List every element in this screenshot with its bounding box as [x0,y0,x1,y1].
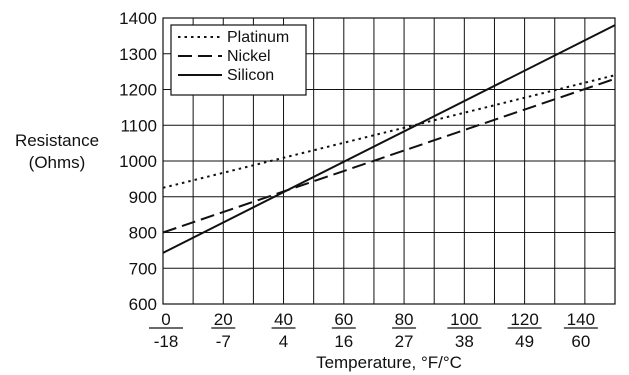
y-tick-label: 800 [129,224,157,243]
x-tick-label-celsius: -18 [154,332,179,351]
plot-frame [162,17,616,305]
x-tick-label-celsius: 4 [279,332,288,351]
y-tick-label: 700 [129,259,157,278]
series-line-nickel [162,77,616,234]
series-line-silicon [162,24,616,254]
x-tick-label-celsius: 27 [395,332,414,351]
y-axis-label-line-2: (Ohms) [29,153,86,172]
x-tick-label-celsius: 16 [334,332,353,351]
y-tick-label: 1000 [119,152,157,171]
legend-label-silicon: Silicon [227,67,274,84]
x-tick-label-celsius: 38 [455,332,474,351]
x-tick: 0-18 [149,310,183,351]
y-tick-label: 900 [129,188,157,207]
y-tick-label: 1400 [119,9,157,28]
x-tick-label-fahrenheit: 80 [395,310,414,329]
x-tick-label-fahrenheit: 0 [161,310,170,329]
x-tick-label-fahrenheit: 100 [450,310,478,329]
x-tick: 404 [271,310,296,351]
x-tick-label-celsius: 60 [571,332,590,351]
y-tick-label: 1200 [119,81,157,100]
x-tick-label-fahrenheit: 40 [274,310,293,329]
y-axis-ticks: 600 700 800 900 1000 1100 1200 1300 1400 [119,9,157,314]
x-tick-label-fahrenheit: 60 [334,310,353,329]
x-tick: 20-7 [211,310,236,351]
legend-label-nickel: Nickel [227,48,271,65]
y-axis-label-line-1: Resistance [15,131,99,150]
x-tick-label-fahrenheit: 20 [214,310,233,329]
x-tick-label-celsius: -7 [216,332,231,351]
y-tick-label: 1300 [119,45,157,64]
y-tick-label: 1100 [120,116,157,135]
series-layer [162,24,616,254]
x-tick-label-fahrenheit: 140 [567,310,595,329]
legend-label-platinum: Platinum [227,29,289,46]
legend: Platinum Nickel Silicon [170,24,307,96]
grid [163,18,615,304]
x-axis-label: Temperature, °F/°C [316,353,462,372]
x-tick-label-celsius: 49 [515,332,534,351]
x-tick-label-fahrenheit: 120 [510,310,538,329]
y-tick-label: 600 [129,295,157,314]
